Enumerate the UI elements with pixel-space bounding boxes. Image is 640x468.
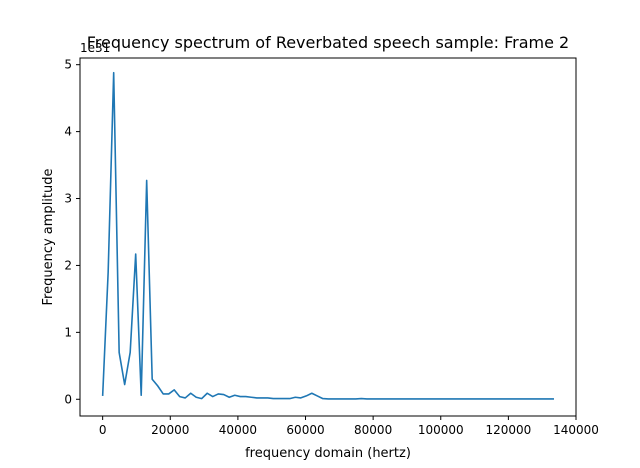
x-tick-label: 100000 [418,423,464,437]
axes-frame [79,57,577,417]
y-tick-label: 3 [64,192,72,206]
y-tick-label: 0 [64,392,72,406]
x-tick-label: 60000 [286,423,324,437]
x-axis-label: frequency domain (hertz) [245,446,411,461]
y-tick-label: 5 [64,58,72,72]
x-tick-label: 20000 [151,423,189,437]
y-tick-label: 1 [64,325,72,339]
x-tick-label: 40000 [219,423,257,437]
x-tick-label: 80000 [354,423,392,437]
x-tick-label: 0 [99,423,107,437]
chart-title: Frequency spectrum of Reverbated speech … [87,33,569,52]
y-axis-label: Frequency amplitude [41,169,56,306]
y-axis-offset-text: 1e31 [80,41,110,55]
x-tick-label: 140000 [553,423,599,437]
x-tick-label: 120000 [485,423,531,437]
y-tick-label: 2 [64,258,72,272]
y-tick-label: 4 [64,125,72,139]
series-line [101,71,554,400]
plot-area: 0 20000 40000 60000 80000 100000 120000 140000 0… [64,57,599,437]
